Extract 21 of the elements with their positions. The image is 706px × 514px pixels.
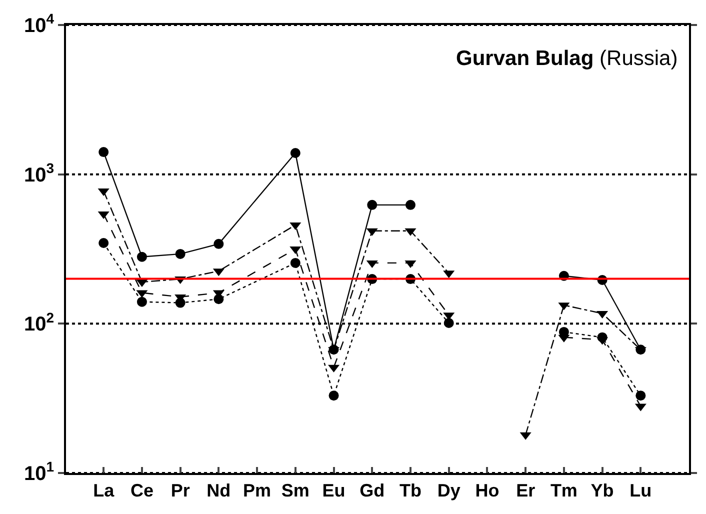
y-tick-label: 10$^{1}$ [24,458,54,485]
x-tick-label: Tm [550,480,578,501]
x-tick-label: Er [516,480,536,501]
x-tick-label: Ho [475,480,500,501]
x-tick-label: La [93,480,116,501]
x-tick-label: Yb [590,480,614,501]
annotation: Gurvan Bulag [456,47,594,70]
x-tick-label: Sm [281,480,310,501]
y-tick-label: 10$^{4}$ [24,10,54,37]
x-tick-label: Pm [243,480,272,501]
x-tick-label: Pr [170,480,190,501]
x-tick-label: Ce [130,480,154,501]
annotation: (Russia) [600,47,678,70]
x-tick-label: Dy [437,480,460,501]
y-tick-label: 10$^{2}$ [24,309,54,336]
x-tick-label: Nd [206,480,231,501]
x-tick-label: Gd [360,480,385,501]
x-tick-label: Tb [399,480,422,501]
y-tick-label: 10$^{3}$ [24,160,54,186]
x-tick-label: Lu [630,480,652,501]
x-tick-label: Eu [322,480,346,501]
